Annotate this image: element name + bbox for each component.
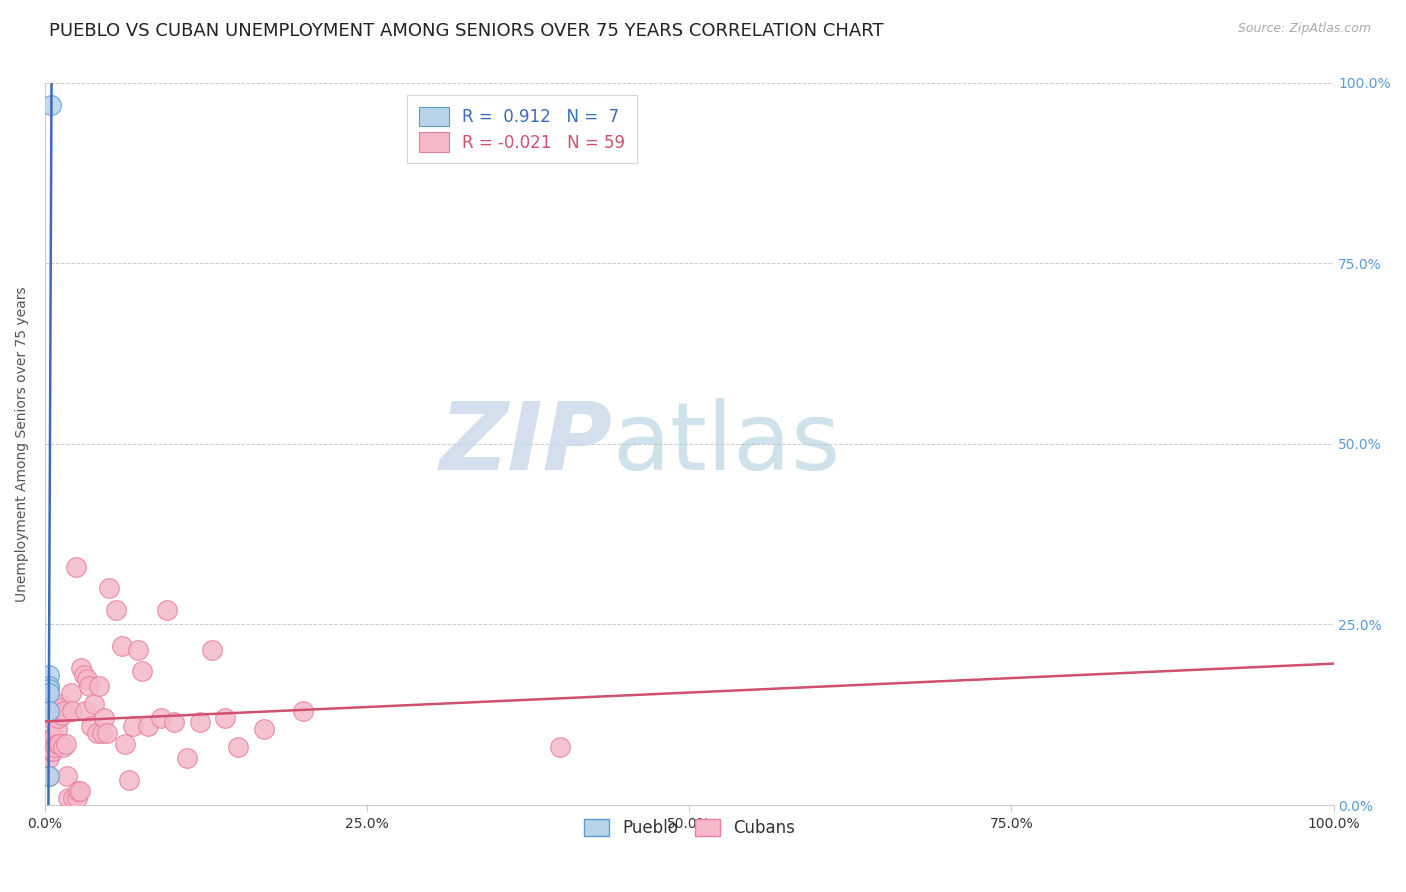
Point: [38, 679, 60, 693]
Point: [44, 740, 66, 755]
Point: [550, 740, 572, 755]
Point: [156, 603, 179, 617]
Point: [38, 682, 60, 697]
Point: [226, 740, 249, 755]
Point: [111, 639, 134, 653]
Point: [201, 642, 224, 657]
Point: [98, 582, 121, 596]
Point: [253, 722, 276, 736]
Point: [73, 704, 96, 718]
Point: [38, 769, 60, 783]
Point: [52, 740, 75, 755]
Point: [46, 737, 69, 751]
Point: [86, 726, 108, 740]
Point: [214, 711, 236, 725]
Point: [41, 97, 63, 112]
Point: [188, 714, 211, 729]
Point: [131, 665, 153, 679]
Point: [38, 686, 60, 700]
Legend: Pueblo, Cubans: Pueblo, Cubans: [576, 812, 801, 844]
Point: [149, 711, 172, 725]
Point: [96, 726, 118, 740]
Point: [176, 751, 198, 765]
Point: [38, 668, 60, 682]
Point: [49, 697, 72, 711]
Point: [38, 769, 60, 783]
Point: [38, 704, 60, 718]
Point: [67, 783, 90, 797]
Point: [59, 686, 82, 700]
Point: [127, 642, 149, 657]
Point: [49, 700, 72, 714]
Point: [136, 718, 159, 732]
Point: [118, 772, 141, 787]
Point: [69, 783, 91, 797]
Point: [93, 711, 115, 725]
Point: [46, 711, 69, 725]
Point: [83, 697, 105, 711]
Point: [70, 661, 93, 675]
Point: [45, 722, 67, 736]
Point: [41, 744, 63, 758]
Text: PUEBLO VS CUBAN UNEMPLOYMENT AMONG SENIORS OVER 75 YEARS CORRELATION CHART: PUEBLO VS CUBAN UNEMPLOYMENT AMONG SENIO…: [49, 22, 884, 40]
Point: [77, 679, 100, 693]
Point: [48, 737, 70, 751]
Point: [291, 704, 314, 718]
Point: [87, 679, 110, 693]
Point: [76, 672, 98, 686]
Point: [114, 737, 136, 751]
Point: [80, 718, 103, 732]
Point: [90, 726, 112, 740]
Point: [62, 790, 84, 805]
Point: [53, 704, 76, 718]
Point: [51, 707, 73, 722]
Text: Source: ZipAtlas.com: Source: ZipAtlas.com: [1237, 22, 1371, 36]
Point: [65, 559, 87, 574]
Point: [42, 730, 65, 744]
Point: [104, 603, 127, 617]
Point: [163, 714, 186, 729]
Point: [55, 737, 77, 751]
Point: [72, 668, 94, 682]
Text: ZIP: ZIP: [439, 398, 612, 490]
Point: [121, 718, 143, 732]
Point: [56, 769, 79, 783]
Point: [56, 790, 79, 805]
Point: [66, 790, 89, 805]
Point: [39, 733, 62, 747]
Point: [60, 704, 83, 718]
Point: [41, 744, 63, 758]
Point: [41, 711, 63, 725]
Y-axis label: Unemployment Among Seniors over 75 years: Unemployment Among Seniors over 75 years: [15, 286, 30, 602]
Point: [38, 751, 60, 765]
Text: atlas: atlas: [612, 398, 841, 490]
